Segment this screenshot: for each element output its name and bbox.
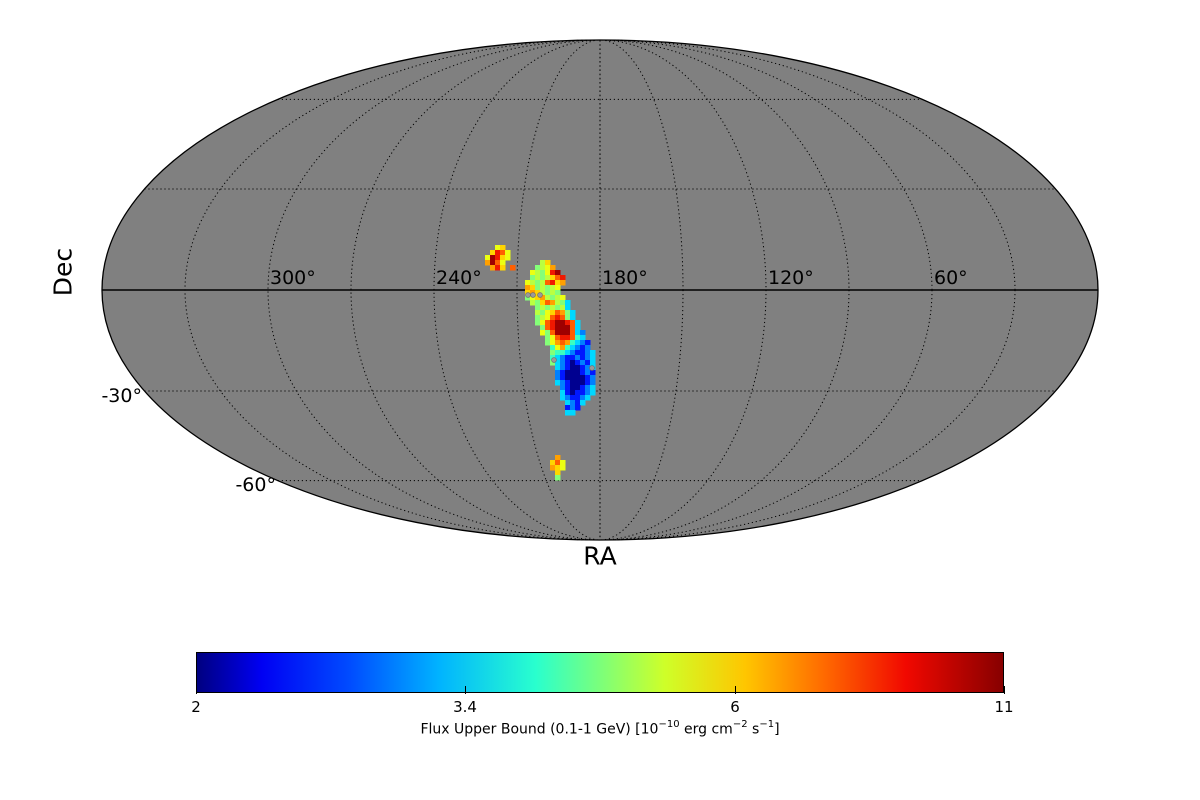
colorbar-tick-mark (465, 686, 467, 694)
ra-tick-60: 60° (934, 267, 968, 289)
colorbar-tick-11: 11 (994, 698, 1014, 716)
colorbar-tick-3.4: 3.4 (453, 698, 477, 716)
colorbar-label: Flux Upper Bound (0.1-1 GeV) [10−10 erg … (0, 717, 1200, 739)
colorbar-label-text: ] (774, 721, 780, 738)
colorbar-tick-mark (195, 686, 197, 694)
ra-tick-180: 180° (602, 267, 648, 289)
dec-tick--60: -60° (235, 474, 276, 496)
colorbar-label-exponent: −10 (658, 719, 680, 730)
colorbar-gradient (196, 652, 1004, 693)
colorbar-tick-6: 6 (730, 698, 740, 716)
colorbar-tick-mark (734, 686, 736, 694)
ra-tick-240: 240° (436, 267, 482, 289)
colorbar-label-text: s (747, 721, 760, 738)
ra-tick-300: 300° (270, 267, 316, 289)
x-axis-label: RA (583, 541, 617, 571)
colorbar-label-exponent: −2 (732, 719, 748, 730)
colorbar-label-exponent: −1 (759, 719, 775, 730)
colorbar-tick-2: 2 (191, 698, 201, 716)
masked-source-dots (525, 292, 595, 371)
colorbar-label-text: erg cm (679, 721, 733, 738)
ra-tick-120: 120° (768, 267, 814, 289)
colorbar-label-text: Flux Upper Bound (0.1-1 GeV) [10 (420, 721, 659, 738)
flux-pixel-map (485, 245, 596, 481)
sky-map (101, 39, 1099, 541)
dec-tick--30: -30° (101, 385, 142, 407)
colorbar-tick-mark (1003, 686, 1005, 694)
y-axis-label: Dec (48, 247, 78, 297)
